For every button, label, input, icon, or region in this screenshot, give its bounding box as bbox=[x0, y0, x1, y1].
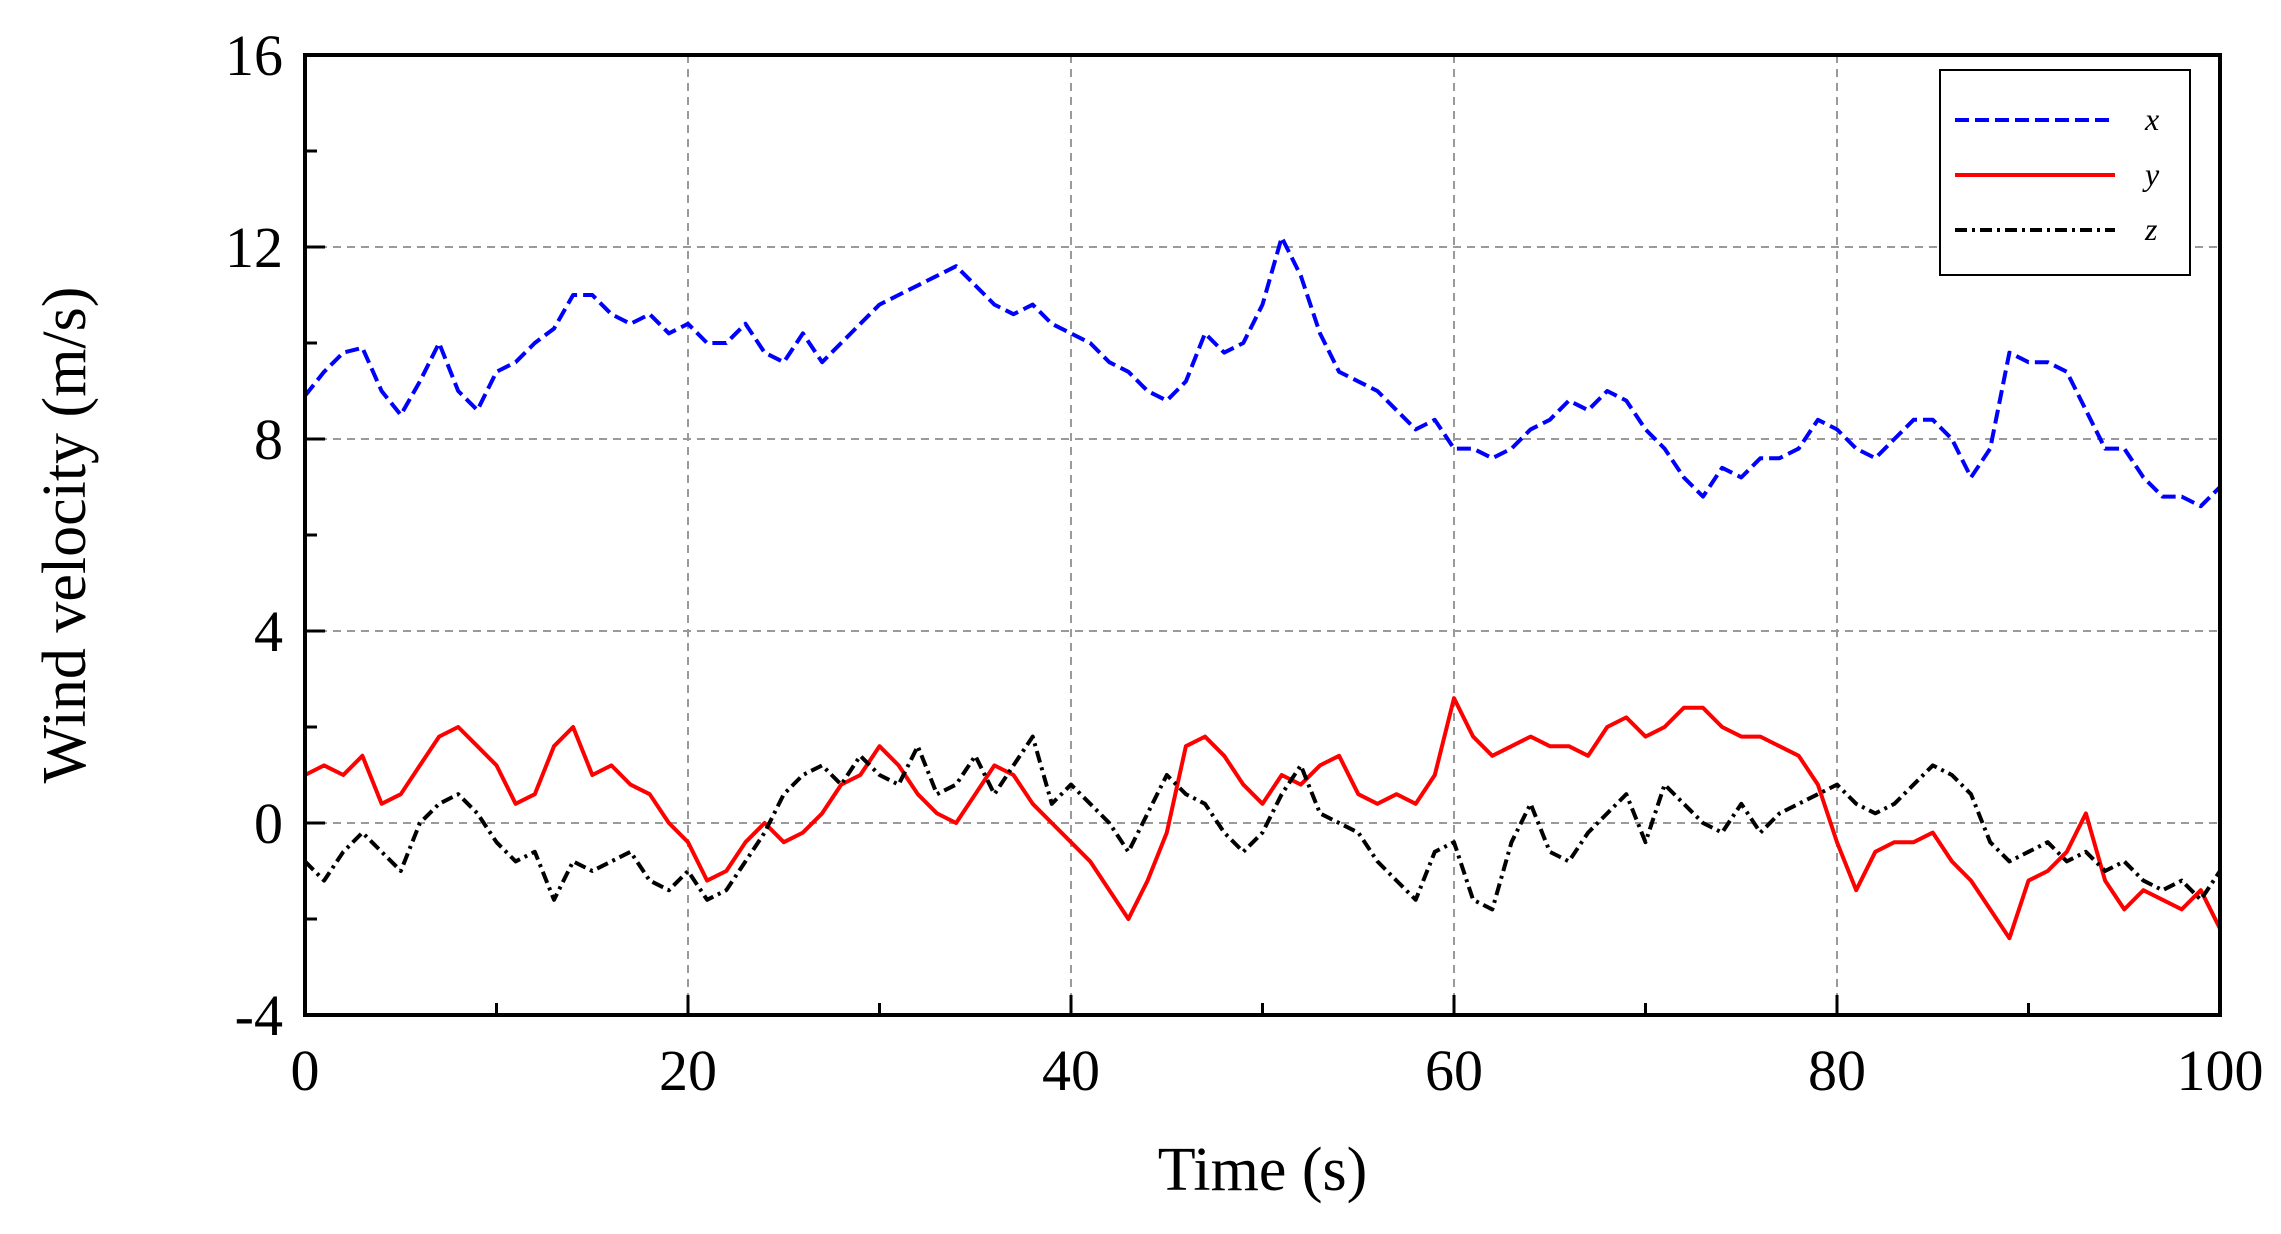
y-axis-title: Wind velocity (m/s) bbox=[31, 287, 99, 784]
x-tick-label: 20 bbox=[659, 1038, 717, 1103]
x-tick-label: 100 bbox=[2177, 1038, 2264, 1103]
legend-label-z: z bbox=[2144, 211, 2158, 247]
series-line-y bbox=[304, 696, 2222, 941]
y-tick-label: 4 bbox=[254, 599, 283, 664]
tick-marks bbox=[303, 53, 2222, 1017]
series-line-x bbox=[303, 235, 2222, 509]
grid-lines bbox=[305, 55, 2220, 1015]
series-line-z bbox=[303, 734, 2222, 912]
legend-label-x: x bbox=[2144, 101, 2159, 137]
legend-label-y: y bbox=[2142, 156, 2160, 192]
y-tick-label: -4 bbox=[235, 983, 283, 1048]
x-tick-label: 60 bbox=[1425, 1038, 1483, 1103]
x-tick-label: 40 bbox=[1042, 1038, 1100, 1103]
y-tick-label: 12 bbox=[225, 215, 283, 280]
series-lines bbox=[303, 235, 2222, 941]
legend-box bbox=[1939, 69, 2191, 276]
legend: xyz bbox=[1939, 69, 2191, 276]
x-tick-label: 0 bbox=[291, 1038, 320, 1103]
x-tick-label: 80 bbox=[1808, 1038, 1866, 1103]
y-tick-label: 16 bbox=[225, 23, 283, 88]
y-tick-label: 0 bbox=[254, 791, 283, 856]
y-tick-label: 8 bbox=[254, 407, 283, 472]
x-axis-title: Time (s) bbox=[1158, 1136, 1368, 1204]
